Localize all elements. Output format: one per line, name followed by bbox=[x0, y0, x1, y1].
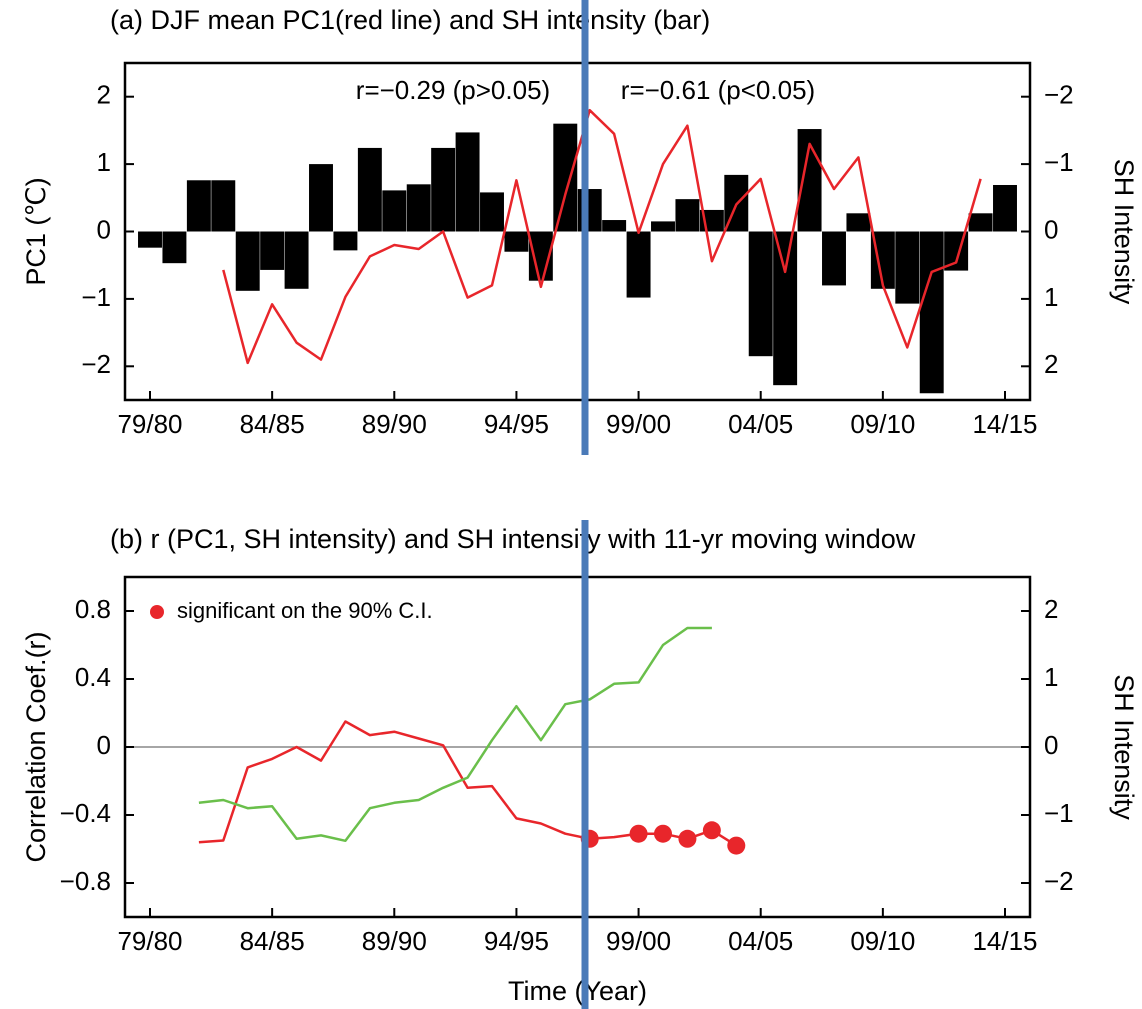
y-tick-label: −2 bbox=[1044, 866, 1074, 896]
y-tick-label: 1 bbox=[1044, 662, 1058, 692]
y-tick-label: −1 bbox=[1044, 798, 1074, 828]
x-tick-label: 94/95 bbox=[484, 409, 549, 439]
x-tick-label: 09/10 bbox=[850, 409, 915, 439]
x-tick-label: 89/90 bbox=[362, 926, 427, 956]
x-axis-label: Time (Year) bbox=[508, 976, 647, 1006]
y-tick-label: 0 bbox=[97, 214, 111, 244]
annotation: r=−0.61 (p<0.05) bbox=[621, 75, 815, 105]
y2-axis-label: SH Intensity bbox=[1109, 159, 1139, 305]
bar bbox=[748, 231, 773, 357]
point bbox=[654, 824, 672, 843]
y-tick-label: 2 bbox=[1044, 349, 1058, 379]
chart-title: (a) DJF mean PC1(red line) and SH intens… bbox=[110, 5, 710, 35]
x-tick-label: 79/80 bbox=[117, 926, 182, 956]
line bbox=[198, 626, 712, 843]
y-tick-label: 0 bbox=[1044, 214, 1058, 244]
bar bbox=[455, 132, 480, 232]
bar bbox=[919, 231, 944, 394]
bar bbox=[773, 231, 798, 386]
bar bbox=[675, 199, 700, 232]
point bbox=[629, 824, 648, 843]
legend-marker bbox=[150, 605, 164, 619]
line bbox=[222, 108, 982, 365]
y-tick-label: 2 bbox=[97, 80, 111, 110]
bar bbox=[822, 231, 846, 286]
line bbox=[198, 720, 737, 847]
y-axis-label: Correlation Coef.(r) bbox=[21, 631, 51, 862]
y-tick-label: 0 bbox=[97, 730, 111, 760]
x-tick-label: 14/15 bbox=[972, 926, 1037, 956]
bar bbox=[895, 231, 920, 304]
bar bbox=[577, 189, 602, 232]
y-tick-label: −1 bbox=[81, 282, 111, 312]
bar bbox=[357, 147, 382, 232]
bar bbox=[309, 164, 333, 232]
bar bbox=[235, 231, 260, 291]
bar bbox=[382, 190, 407, 232]
y-tick-label: −2 bbox=[81, 349, 111, 379]
x-tick-label: 99/00 bbox=[606, 409, 671, 439]
bar bbox=[993, 184, 1017, 232]
bar bbox=[846, 213, 871, 232]
bar bbox=[138, 231, 162, 248]
y-axis-label: PC1 (℃) bbox=[21, 177, 51, 285]
x-tick-label: 94/95 bbox=[484, 926, 549, 956]
y-tick-label: 2 bbox=[1044, 594, 1058, 624]
plot-frame bbox=[123, 61, 1032, 402]
annotation: r=−0.29 (p>0.05) bbox=[356, 75, 550, 105]
x-tick-label: 14/15 bbox=[972, 409, 1037, 439]
chart-title: (b) r (PC1, SH intensity) and SH intensi… bbox=[110, 524, 916, 554]
y-tick-label: 0 bbox=[1044, 730, 1058, 760]
x-tick-label: 84/85 bbox=[240, 926, 305, 956]
y-tick-label: −1 bbox=[1044, 147, 1074, 177]
bar bbox=[968, 213, 993, 232]
bar bbox=[186, 180, 211, 232]
bar bbox=[162, 231, 187, 264]
bar bbox=[651, 221, 675, 232]
y2-axis-label: SH Intensity bbox=[1109, 674, 1139, 820]
bar bbox=[333, 231, 358, 251]
y-tick-label: 1 bbox=[97, 147, 111, 177]
y-tick-label: 0.4 bbox=[75, 662, 111, 692]
legend-label: significant on the 90% C.I. bbox=[177, 598, 433, 623]
y-tick-label: −0.4 bbox=[60, 798, 111, 828]
y-tick-label: −2 bbox=[1044, 80, 1074, 110]
bar bbox=[211, 180, 236, 232]
plot-frame bbox=[123, 575, 1032, 919]
bar bbox=[626, 231, 651, 298]
bar bbox=[602, 220, 627, 232]
x-tick-label: 09/10 bbox=[850, 926, 915, 956]
y-tick-label: 1 bbox=[1044, 282, 1058, 312]
bar bbox=[284, 231, 309, 289]
x-tick-label: 04/05 bbox=[728, 926, 793, 956]
x-tick-label: 89/90 bbox=[362, 409, 427, 439]
bar bbox=[870, 231, 895, 289]
bar bbox=[553, 123, 578, 232]
bar bbox=[504, 231, 529, 252]
y-tick-label: 0.8 bbox=[75, 594, 111, 624]
x-tick-label: 79/80 bbox=[117, 409, 182, 439]
bar bbox=[260, 231, 285, 270]
x-tick-label: 04/05 bbox=[728, 409, 793, 439]
point bbox=[678, 829, 697, 848]
x-tick-label: 99/00 bbox=[606, 926, 671, 956]
x-tick-label: 84/85 bbox=[240, 409, 305, 439]
bar bbox=[480, 192, 504, 232]
point bbox=[727, 836, 746, 855]
bar bbox=[406, 184, 431, 232]
y-tick-label: −0.8 bbox=[60, 866, 111, 896]
bar bbox=[431, 147, 456, 232]
point bbox=[702, 821, 721, 840]
